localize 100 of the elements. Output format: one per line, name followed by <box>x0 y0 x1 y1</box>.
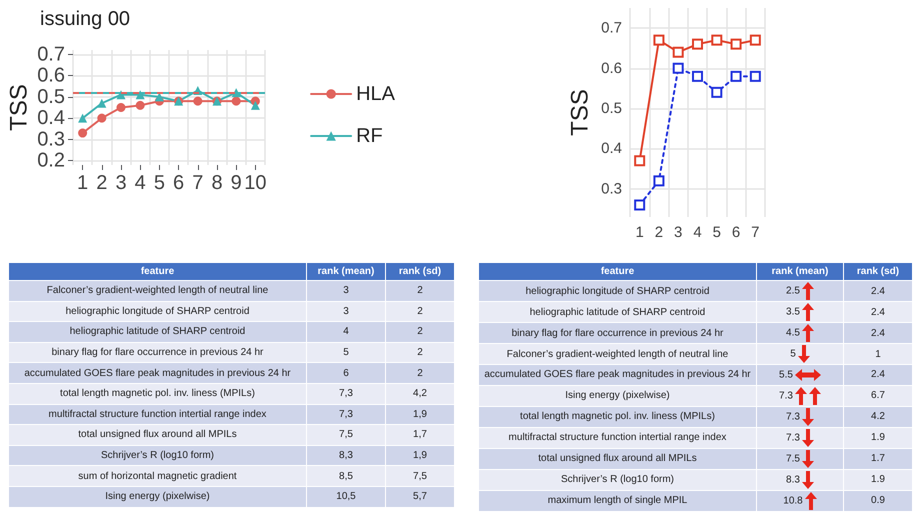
category-label: heliographic longitude of SHARP centroid <box>478 280 756 302</box>
data-label: 2 <box>417 285 423 296</box>
series-label: rank (mean) <box>756 262 844 280</box>
x-tick-label: 7 <box>751 224 760 241</box>
category-label: multifractal structure function intertial range index <box>8 404 306 425</box>
x-tick-label: 4 <box>134 172 146 194</box>
data-label: 5 <box>343 347 349 358</box>
point <box>78 114 88 123</box>
y-tick-label: 0.2 <box>37 150 65 172</box>
data-label: 7,5 <box>413 470 427 482</box>
legend-label: RF <box>356 125 383 147</box>
point <box>672 62 684 74</box>
point <box>730 70 742 82</box>
data-label: 10.8 <box>783 495 803 506</box>
category-label: Falconer’s gradient-weighted length of neutral line <box>478 344 756 364</box>
text: feature <box>8 262 306 280</box>
data-label: 3 <box>343 306 349 317</box>
data-label: 8,3 <box>339 450 353 462</box>
data-label: 1.9 <box>871 474 885 486</box>
category-label: total length magnetic pol. inv. liness (MPILs) <box>478 406 756 428</box>
data-label: 2 <box>417 368 423 379</box>
data-label: 1 <box>875 348 881 360</box>
point <box>232 96 241 106</box>
data-label: 2 <box>417 326 423 338</box>
point <box>750 70 761 82</box>
point <box>97 98 106 108</box>
data-label: 1,9 <box>413 408 427 420</box>
data-label: 5 <box>790 348 796 360</box>
point <box>116 103 126 112</box>
point <box>78 128 88 138</box>
data-label: 7,5 <box>339 429 353 440</box>
point <box>692 38 703 50</box>
series-label: rank (mean) <box>306 262 386 280</box>
y-tick-label: 0.7 <box>37 43 65 66</box>
x-tick-label: 2 <box>96 172 108 194</box>
point <box>634 155 646 166</box>
x-tick-label: 6 <box>732 224 740 241</box>
category-label: Schrijver’s R (log10 form) <box>8 445 306 466</box>
y-tick-label: 0.5 <box>37 86 65 108</box>
legend-label: HLA <box>356 83 396 105</box>
data-label: 2.4 <box>871 328 885 338</box>
data-label: 2.4 <box>871 286 885 296</box>
y-axis-title: TSS <box>6 84 32 131</box>
data-label: 1.9 <box>871 432 885 444</box>
category-label: total unsigned flux around all MPILs <box>478 448 756 470</box>
data-label: 7.3 <box>779 390 793 402</box>
data-label: 10,5 <box>336 491 356 502</box>
x-tick-label: 1 <box>635 224 644 241</box>
data-label: 2 <box>417 306 423 317</box>
category-label: multifractal structure function intertial range index <box>478 427 756 448</box>
category-label: Ising energy (pixelwise) <box>478 385 756 406</box>
x-tick-label: 9 <box>230 172 242 194</box>
data-label: 5.5 <box>779 369 793 380</box>
data-label: 1,9 <box>413 450 427 462</box>
data-label: 7.5 <box>786 453 800 464</box>
category-label: total length magnetic pol. inv. liness (MPILs) <box>8 383 306 404</box>
data-label: 1,7 <box>413 429 427 440</box>
data-label: 7,3 <box>339 388 353 400</box>
data-label: 8,5 <box>339 470 353 482</box>
y-tick-label: 0.6 <box>601 60 622 77</box>
category-label: accumulated GOES flare peak magnitudes in previous 24 hr <box>478 364 756 386</box>
category-label: heliographic latitude of SHARP centroid <box>8 322 306 342</box>
data-label: 7.3 <box>786 411 800 422</box>
text: feature <box>478 262 756 280</box>
x-tick-label: 7 <box>192 172 204 194</box>
data-label: 8.3 <box>786 474 800 486</box>
data-label: 4,2 <box>413 388 427 400</box>
data-label: 7.3 <box>786 432 800 444</box>
data-label: 2.5 <box>786 286 800 297</box>
x-tick-label: 4 <box>693 224 702 241</box>
x-tick-label: 5 <box>712 224 721 241</box>
category-label: binary flag for flare occurrence in previous 24 hr <box>8 342 306 363</box>
point <box>711 86 722 98</box>
data-label: 2.4 <box>871 306 885 318</box>
data-label: 6 <box>343 368 349 379</box>
x-tick-label: 1 <box>77 172 88 194</box>
data-label: 4.2 <box>871 411 885 422</box>
x-tick-label: 6 <box>173 172 184 194</box>
data-label: 6.7 <box>871 390 885 402</box>
y-tick-label: 0.6 <box>37 64 65 87</box>
data-label: 2.4 <box>871 369 885 380</box>
x-tick-label: 5 <box>154 172 165 194</box>
data-label: 3 <box>343 285 349 296</box>
point <box>750 34 761 46</box>
series-label: rank (sd) <box>844 262 912 280</box>
data-label: 1.7 <box>871 453 885 464</box>
category-label: maximum length of single MPIL <box>478 490 756 512</box>
point <box>136 100 145 110</box>
category-label: accumulated GOES flare peak magnitudes in previous 24 hr <box>8 362 306 384</box>
category-label: Schrijver’s R (log10 form) <box>478 469 756 490</box>
category-label: sum of horizontal magnetic gradient <box>8 466 306 486</box>
data-label: 7,3 <box>339 408 353 420</box>
point <box>193 96 202 106</box>
y-tick-label: 0.3 <box>601 180 622 198</box>
chart-title: issuing 00 <box>40 8 130 30</box>
y-tick-label: 0.4 <box>37 107 65 130</box>
point <box>653 175 664 186</box>
point <box>97 114 106 123</box>
x-tick-label: 8 <box>211 172 223 194</box>
category-label: heliographic latitude of SHARP centroid <box>478 302 756 322</box>
